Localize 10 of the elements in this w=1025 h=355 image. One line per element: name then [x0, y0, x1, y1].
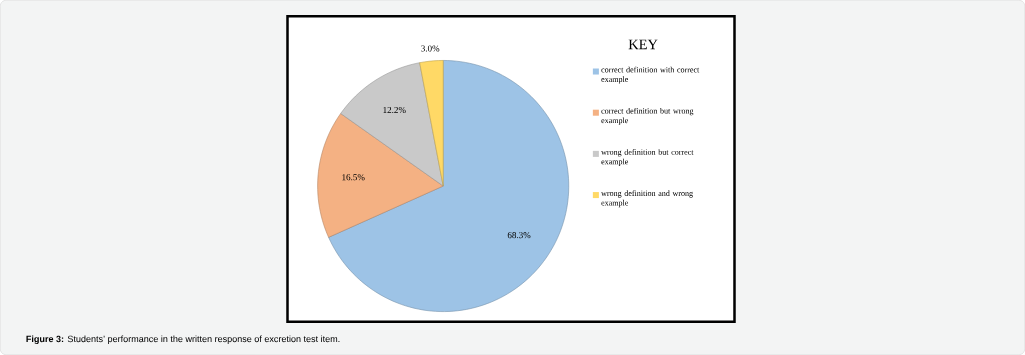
data-label: 68.3%: [507, 232, 531, 239]
data-label: 12.2%: [383, 106, 406, 114]
legend-label: wrong definition but correct example: [601, 149, 694, 166]
data-label: 16.5%: [342, 174, 365, 181]
legend-label: correct definition with correct example: [601, 66, 700, 84]
legend-title: KEY: [628, 39, 658, 50]
legend-label: wrong definition and wrong example: [601, 190, 693, 208]
text: Figure 3: Students’ performance in the written response of excretion test item.: [26, 335, 340, 344]
legend-label: correct definition but wrong example: [601, 107, 694, 125]
data-label: 3.0%: [421, 45, 440, 52]
